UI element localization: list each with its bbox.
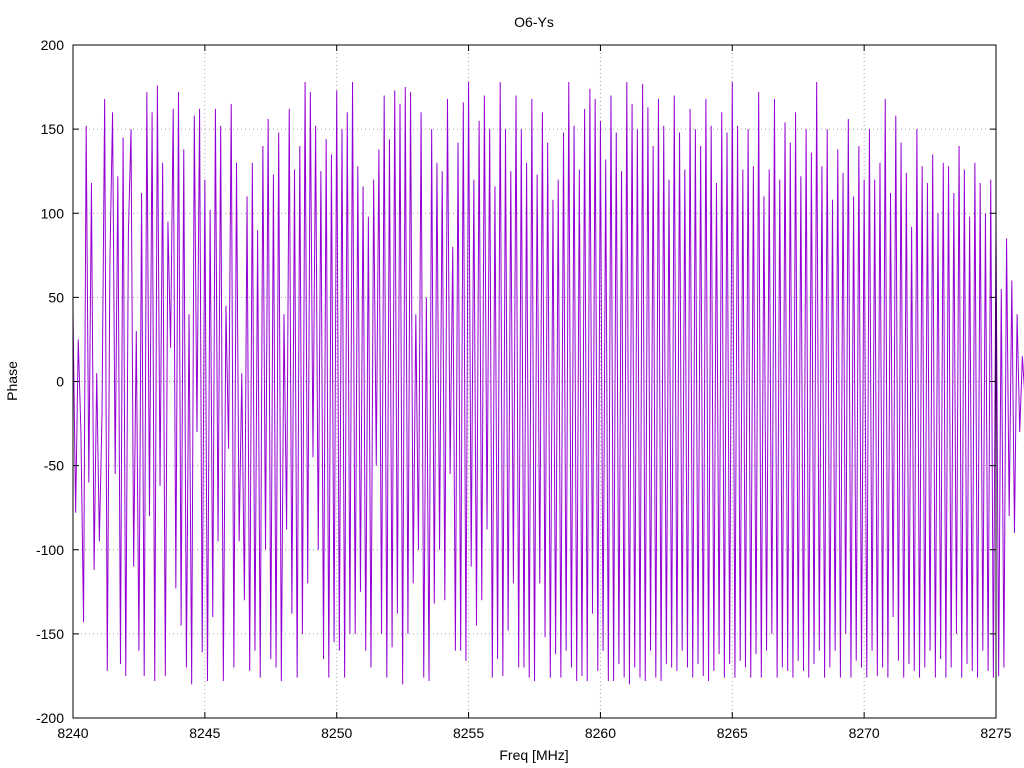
y-tick-label: -100 — [36, 542, 64, 558]
y-tick-label: -150 — [36, 626, 64, 642]
y-tick-label: 100 — [41, 205, 65, 221]
x-tick-label: 8265 — [717, 725, 748, 741]
y-tick-label: -50 — [44, 458, 64, 474]
series-layer — [72, 82, 1024, 685]
y-tick-label: -200 — [36, 710, 64, 726]
x-tick-label: 8270 — [849, 725, 880, 741]
y-tick-label: 150 — [41, 121, 65, 137]
y-tick-label: 0 — [56, 374, 64, 390]
y-tick-label: 50 — [48, 289, 64, 305]
y-tick-label: 200 — [41, 37, 65, 53]
x-tick-label: 8240 — [57, 725, 88, 741]
ticks: 8240 8245 8250 8255 8260 8265 8270 8275 -200 -150… — [36, 37, 1012, 741]
x-tick-label: 8250 — [321, 725, 352, 741]
x-tick-label: 8260 — [585, 725, 616, 741]
y-axis-title: Phase — [4, 361, 20, 401]
x-tick-label: 8245 — [189, 725, 220, 741]
series-line-0 — [72, 82, 1024, 685]
x-tick-label: 8255 — [453, 725, 484, 741]
x-axis-title: Freq [MHz] — [499, 747, 568, 763]
chart-title: O6-Ys — [514, 14, 554, 30]
x-tick-label: 8275 — [980, 725, 1011, 741]
